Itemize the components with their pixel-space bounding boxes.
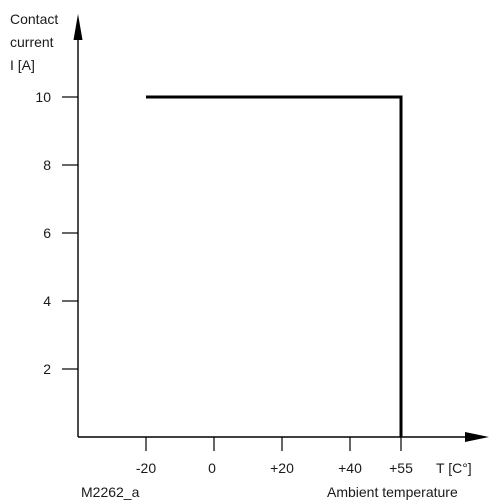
y-tick-label: 8	[43, 157, 51, 173]
x-axis-arrow	[465, 432, 489, 442]
y-axis-arrow	[73, 14, 83, 40]
figure-id: M2262_a	[81, 484, 140, 500]
y-axis-label-line-1: Contact	[10, 11, 58, 27]
y-tick-label: 4	[43, 293, 51, 309]
x-tick-label: -20	[136, 460, 156, 476]
x-axis-title: Ambient temperature	[327, 484, 458, 500]
y-tick-label: 10	[35, 89, 51, 105]
x-tick-label: +20	[270, 460, 294, 476]
y-axis-label-line-2: current	[10, 34, 54, 50]
y-axis-label-line-3: I [A]	[10, 57, 35, 73]
series-line	[146, 95, 403, 437]
x-unit-label: T [C°]	[436, 460, 472, 476]
x-tick-label: 0	[208, 460, 216, 476]
y-tick-label: 6	[43, 225, 51, 241]
y-tick-label: 2	[43, 361, 51, 377]
x-tick-label: +40	[338, 460, 362, 476]
x-tick-label: +55	[389, 460, 413, 476]
